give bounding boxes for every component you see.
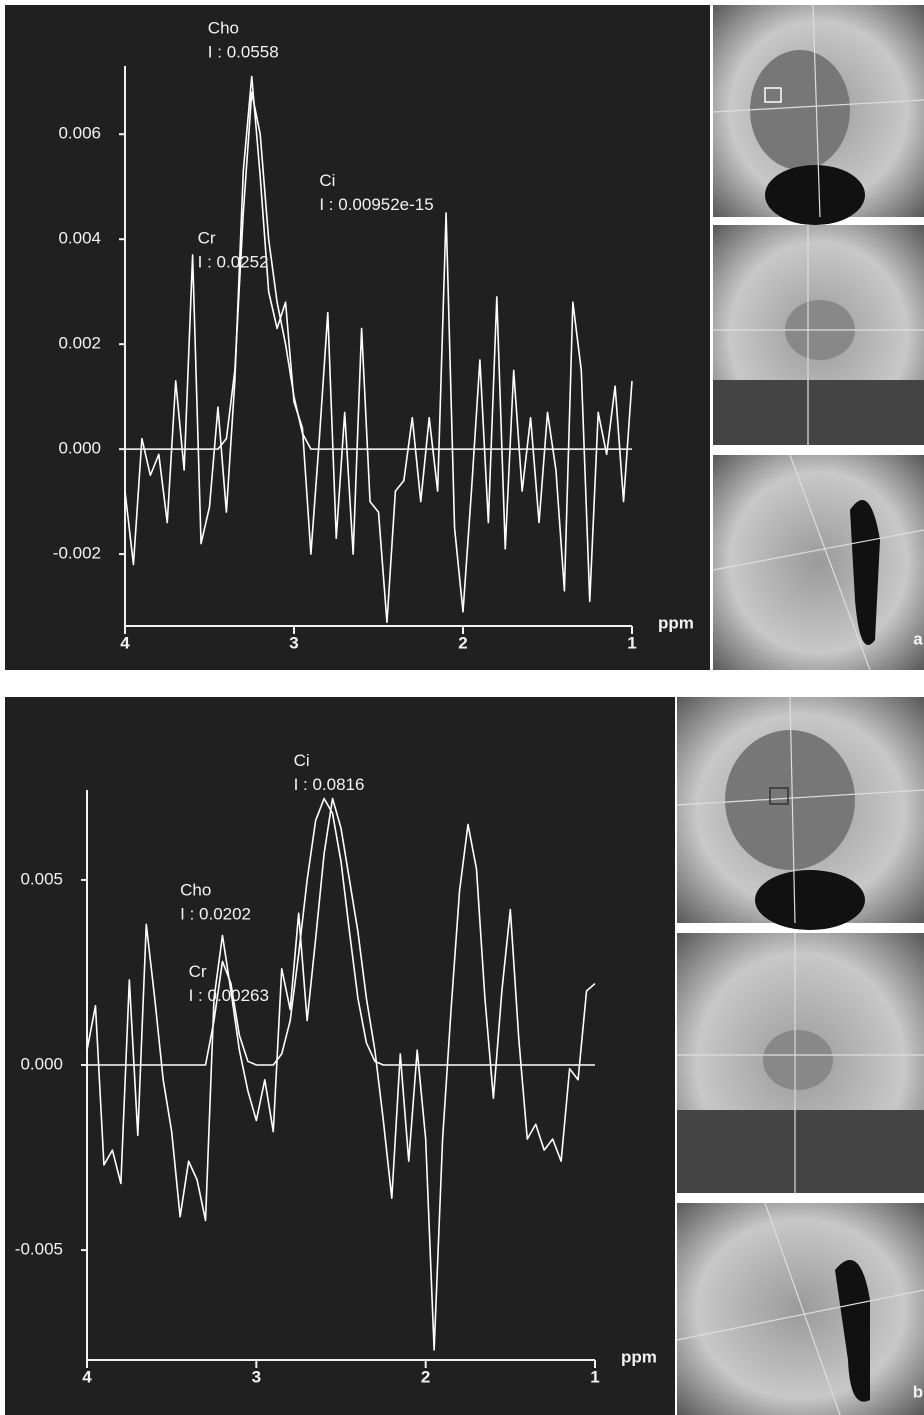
annotation-text: I : 0.00952e-15 [319,195,433,214]
annotation-text: Cr [198,229,216,248]
y-tick-label: 0.002 [58,334,101,353]
mri-images-a [712,4,924,671]
panel-label: a [913,629,923,648]
annotation-text: I : 0.0558 [208,43,279,62]
x-axis-label: ppm [621,1347,657,1366]
annotation-text: I : 0.00263 [189,986,269,1005]
x-tick-label: 2 [458,633,467,652]
x-tick-label: 1 [627,633,636,652]
x-tick-label: 1 [590,1367,599,1386]
peak-annotation: Cho I : 0.0202 [180,881,251,924]
annotation-text: I : 0.0202 [180,905,251,924]
spectrum-line [87,797,595,1066]
peak-annotation: Cho I : 0.0558 [208,19,279,62]
x-axis-label: ppm [658,613,694,632]
x-tick-label: 4 [120,633,130,652]
y-tick-label: 0.004 [58,229,101,248]
annotation-text: I : 0.0816 [294,775,365,794]
x-tick-label: 2 [421,1367,430,1386]
spectrum-line [86,797,596,1351]
peak-annotation: Ci I : 0.00952e-15 [319,171,433,214]
x-tick-label: 3 [289,633,298,652]
y-tick-label: 0.000 [58,439,101,458]
peak-annotation: Cr I : 0.00263 [189,962,269,1005]
annotation-text: Cho [208,19,239,38]
spectrum-line [124,75,633,624]
annotation-text: Ci [294,751,310,770]
panel-label: b [913,1382,923,1401]
y-tick-label: -0.005 [15,1240,63,1259]
y-tick-label: 0.006 [58,124,101,143]
annotation-text: I : 0.0252 [198,253,269,272]
panel-a-bg [5,5,710,670]
peak-annotation: Cr I : 0.0252 [198,229,269,272]
y-tick-label: -0.002 [53,544,101,563]
annotation-text: Cr [189,962,207,981]
mri-images-b [676,696,924,1415]
x-tick-label: 3 [252,1367,261,1386]
y-tick-label: 0.005 [20,869,63,888]
panel-b-bg [5,697,675,1415]
peak-annotation: Ci I : 0.0816 [294,751,365,794]
annotation-text: Ci [319,171,335,190]
spectrum-line [125,91,632,450]
x-tick-label: 4 [82,1367,92,1386]
annotation-text: Cho [180,881,211,900]
y-tick-label: 0.000 [20,1054,63,1073]
